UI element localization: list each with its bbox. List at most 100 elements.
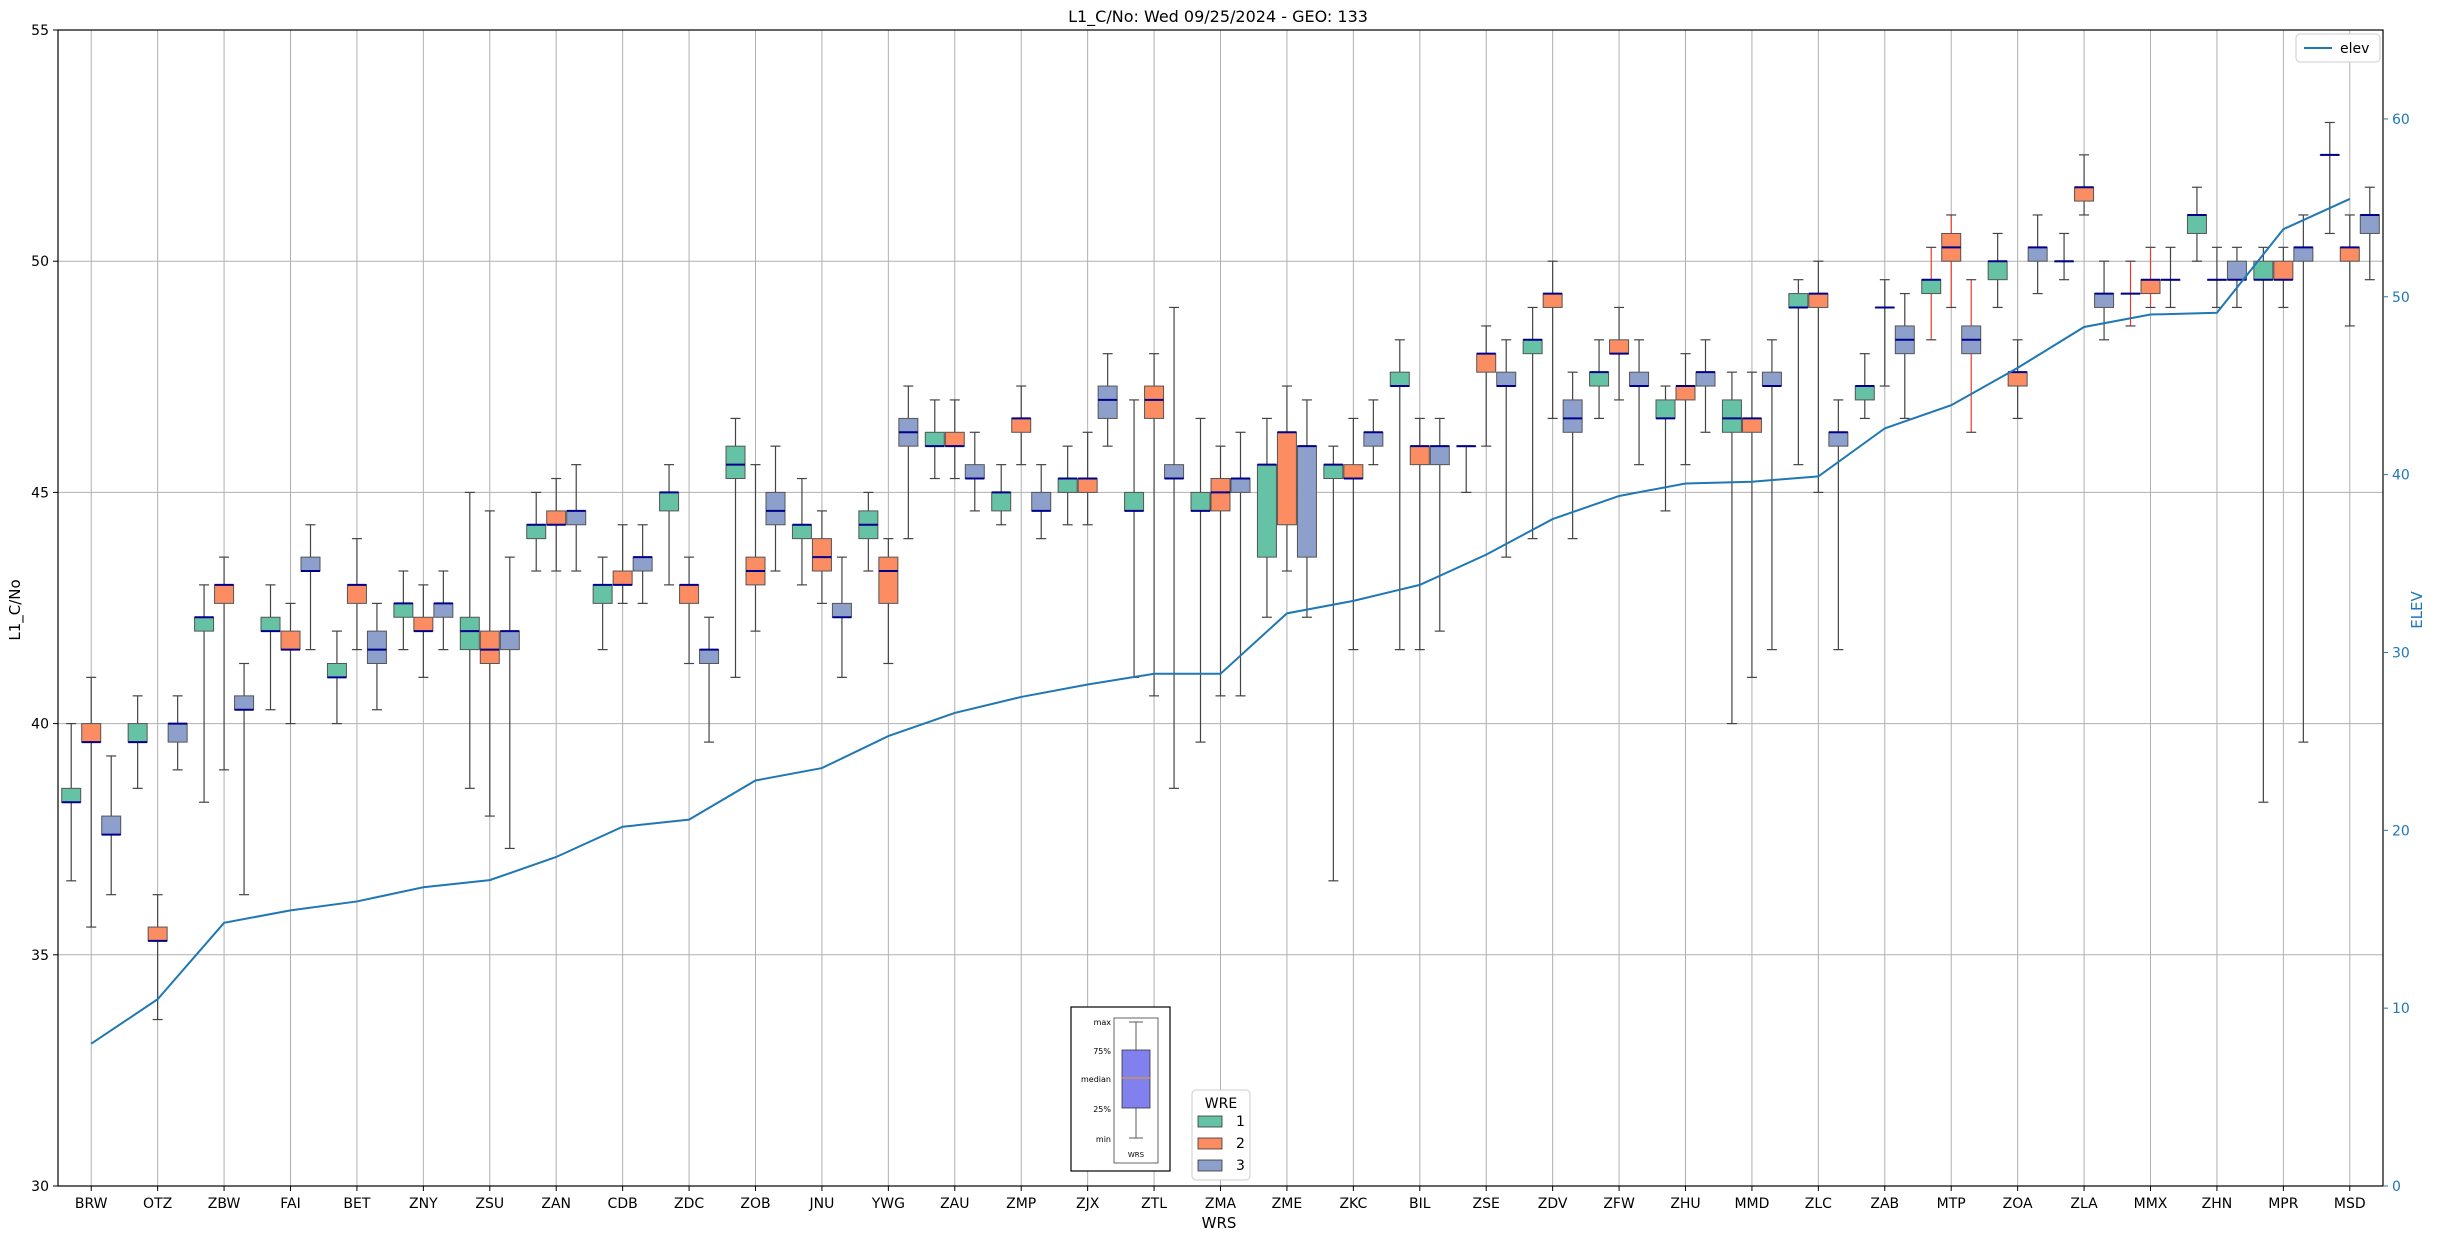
right-y-tick-label: 50 <box>2392 290 2410 306</box>
x-tick-label: BRW <box>75 1196 108 1212</box>
key-inset-plot-frame <box>1113 1017 1159 1164</box>
box-wre-2 <box>147 926 168 942</box>
box-wre-2 <box>878 556 899 604</box>
key-label-min: min <box>1096 1135 1111 1144</box>
legend-label-1: 1 <box>1236 1114 1245 1130</box>
box-wre-1 <box>1522 339 1543 355</box>
x-tick-label: MPR <box>2268 1196 2299 1212</box>
box-wre-1 <box>194 616 215 632</box>
key-label-q3: 75% <box>1093 1047 1111 1056</box>
elev-line <box>90 198 2351 1045</box>
box-wre-2 <box>2074 186 2095 202</box>
box-wre-3 <box>433 602 454 618</box>
box-wre-2 <box>612 570 633 586</box>
elev-legend-label: elev <box>2340 41 2369 57</box>
y-tick-label: 55 <box>31 23 49 39</box>
box-wre-3 <box>2226 260 2247 281</box>
x-tick-label: BIL <box>1409 1196 1431 1212</box>
box-wre-3 <box>1828 431 1849 447</box>
y-tick-label: 45 <box>31 485 49 501</box>
key-xlabel: WRS <box>1128 1151 1145 1159</box>
x-axis-label: WRS <box>1202 1214 1237 1232</box>
x-tick-label: OTZ <box>143 1196 172 1212</box>
box-wre-3 <box>499 630 520 651</box>
right-y-tick-label: 40 <box>2392 468 2410 484</box>
box-wre-2 <box>811 538 832 572</box>
box-wre-3 <box>566 510 587 526</box>
box-wre-1 <box>127 723 148 743</box>
x-tick-label: YWG <box>871 1196 905 1212</box>
box-wre-1 <box>725 445 746 480</box>
box-wre-1 <box>1323 464 1344 480</box>
x-tick-label: MSD <box>2334 1196 2366 1212</box>
x-tick-label: ZKC <box>1339 1196 1367 1212</box>
box-wre-2 <box>1476 353 1497 373</box>
x-tick-label: ZTL <box>1141 1196 1167 1212</box>
box-wre-3 <box>2293 246 2314 262</box>
box-wre-2 <box>1542 293 1563 308</box>
box-wre-1 <box>393 602 414 618</box>
box-wre-3 <box>1164 464 1185 480</box>
legend-swatch-3 <box>1197 1159 1223 1172</box>
legend-swatch-2 <box>1197 1137 1223 1150</box>
box-wre-1 <box>659 491 680 512</box>
y-axis-label: L1_C/No <box>6 579 25 640</box>
box-wre-2 <box>1609 339 1630 355</box>
box-wre-3 <box>831 602 852 618</box>
box-wre-1 <box>1788 293 1809 308</box>
box-wre-3 <box>1296 445 1317 558</box>
x-tick-label: ZJX <box>1076 1196 1100 1212</box>
elev-line-layer <box>90 198 2351 1045</box>
box-wre-1 <box>1389 371 1410 387</box>
x-tick-label: ZLA <box>2070 1196 2098 1212</box>
axes: 30 35 40 45 50 55 0 10 20 30 40 50 60 BRW OTZ ZBW FAI BET… <box>31 23 2410 1212</box>
box-wre-1 <box>1190 491 1211 512</box>
y-tick-label: 35 <box>31 948 49 964</box>
box-wre-1 <box>326 662 347 678</box>
x-tick-label: ZAN <box>541 1196 571 1212</box>
box-wre-1 <box>592 584 613 604</box>
box-wre-1 <box>1589 371 1610 387</box>
x-tick-label: BET <box>343 1196 370 1212</box>
box-wre-2 <box>1077 478 1098 493</box>
box-wre-1 <box>1655 399 1676 419</box>
box-wre-1 <box>61 787 82 803</box>
box-wre-3 <box>964 464 985 480</box>
box-wre-1 <box>1854 385 1875 401</box>
box-wre-1 <box>459 616 480 651</box>
box-wre-3 <box>2027 246 2048 262</box>
box-wre-2 <box>546 510 567 526</box>
box-wre-2 <box>1210 478 1231 512</box>
box-wre-3 <box>1761 371 1782 387</box>
x-tick-label: FAI <box>280 1196 300 1212</box>
legend-label-3: 3 <box>1236 1158 1245 1174</box>
box-wre-2 <box>2140 279 2161 295</box>
box-wre-2 <box>479 630 500 664</box>
wre-legend-title: WRE <box>1205 1096 1237 1112</box>
legend-swatch-1 <box>1197 1115 1223 1128</box>
wre-legend-frame <box>1191 1089 1251 1181</box>
box-wre-3 <box>1695 371 1716 387</box>
box-wre-2 <box>679 584 700 604</box>
x-tick-label: MMX <box>2134 1196 2168 1212</box>
right-axis-label: ELEV <box>2408 590 2426 628</box>
y-tick-label: 30 <box>31 1179 49 1195</box>
x-tick-label: ZDC <box>674 1196 704 1212</box>
box-wre-3 <box>1629 371 1650 387</box>
x-tick-label: ZFW <box>1603 1196 1635 1212</box>
box-wre-2 <box>1409 445 1430 466</box>
box-wre-1 <box>1256 464 1277 558</box>
key-label-q1: 25% <box>1093 1105 1111 1114</box>
box-wre-1 <box>1057 478 1078 493</box>
box-wre-3 <box>1031 491 1052 512</box>
box-wre-3 <box>234 695 255 711</box>
x-tick-label: ZMP <box>1006 1196 1036 1212</box>
x-tick-label: ZLC <box>1805 1196 1832 1212</box>
key-label-median: median <box>1081 1075 1111 1084</box>
x-tick-label: ZHU <box>1670 1196 1700 1212</box>
box-wre-2 <box>413 616 434 632</box>
x-tick-label: ZMA <box>1205 1196 1237 1212</box>
box-wre-2 <box>81 723 102 743</box>
box-layer <box>61 121 2380 1021</box>
